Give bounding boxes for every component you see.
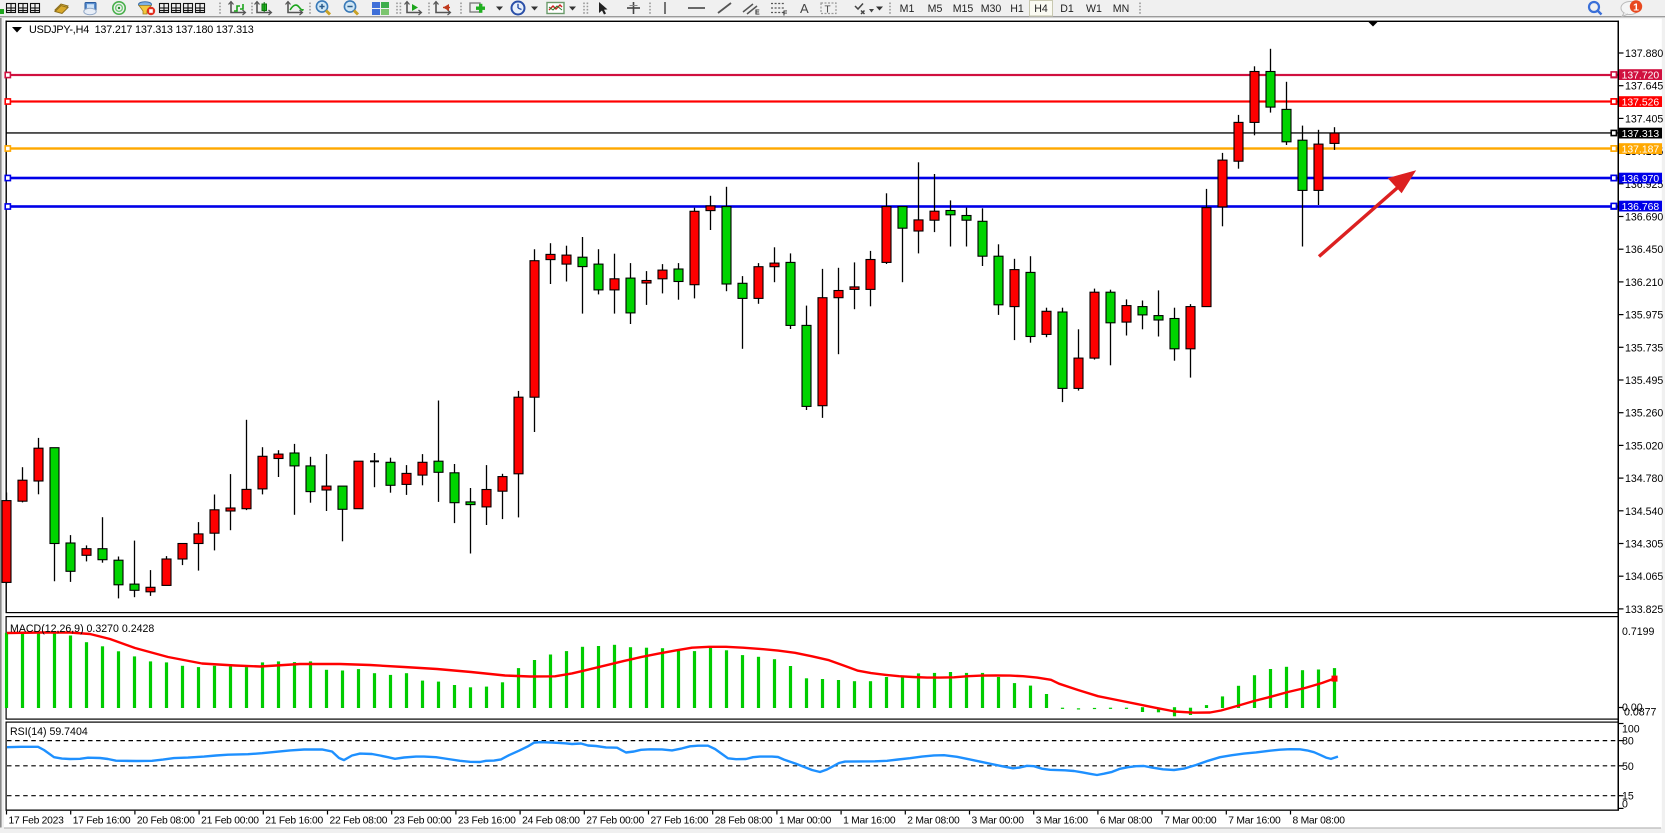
svg-text:28 Feb 08:00: 28 Feb 08:00 bbox=[715, 816, 773, 827]
svg-text:134.305: 134.305 bbox=[1625, 539, 1663, 551]
svg-text:D1: D1 bbox=[1060, 3, 1074, 15]
svg-text:100: 100 bbox=[1622, 723, 1640, 735]
svg-text:1 Mar 00:00: 1 Mar 00:00 bbox=[779, 816, 832, 827]
svg-text:T: T bbox=[825, 5, 831, 16]
svg-text:137.405: 137.405 bbox=[1625, 113, 1663, 125]
svg-text:21 Feb 16:00: 21 Feb 16:00 bbox=[265, 816, 323, 827]
svg-text:137.313: 137.313 bbox=[1622, 129, 1660, 140]
svg-text:137.880: 137.880 bbox=[1625, 48, 1663, 60]
svg-text:0: 0 bbox=[1622, 798, 1628, 810]
svg-text:M1: M1 bbox=[900, 3, 915, 15]
svg-text:M5: M5 bbox=[928, 3, 943, 15]
svg-text:RSI(14) 59.7404: RSI(14) 59.7404 bbox=[10, 726, 88, 738]
svg-text:136.970: 136.970 bbox=[1622, 174, 1660, 185]
svg-text:137.645: 137.645 bbox=[1625, 81, 1663, 93]
svg-text:50: 50 bbox=[1622, 761, 1634, 773]
svg-text:17 Feb 16:00: 17 Feb 16:00 bbox=[73, 816, 131, 827]
svg-text:137.720: 137.720 bbox=[1622, 71, 1660, 82]
svg-text:3 Mar 16:00: 3 Mar 16:00 bbox=[1036, 816, 1089, 827]
svg-text:21 Feb 00:00: 21 Feb 00:00 bbox=[201, 816, 259, 827]
svg-text:22 Feb 08:00: 22 Feb 08:00 bbox=[330, 816, 388, 827]
svg-text:135.735: 135.735 bbox=[1625, 342, 1663, 354]
svg-text:134.780: 134.780 bbox=[1625, 473, 1663, 485]
svg-text:2 Mar 08:00: 2 Mar 08:00 bbox=[907, 816, 960, 827]
svg-text:0.00: 0.00 bbox=[1622, 702, 1643, 714]
svg-text:24 Feb 08:00: 24 Feb 08:00 bbox=[522, 816, 580, 827]
svg-text:136.768: 136.768 bbox=[1622, 202, 1660, 213]
svg-text:137.526: 137.526 bbox=[1622, 98, 1660, 109]
svg-text:135.975: 135.975 bbox=[1625, 310, 1663, 322]
svg-text:17 Feb 2023: 17 Feb 2023 bbox=[9, 816, 65, 827]
svg-text:7 Mar 16:00: 7 Mar 16:00 bbox=[1228, 816, 1281, 827]
svg-text:7 Mar 00:00: 7 Mar 00:00 bbox=[1164, 816, 1217, 827]
svg-text:135.495: 135.495 bbox=[1625, 375, 1663, 387]
svg-text:MACD(12,26,9) 0.3270 0.2428: MACD(12,26,9) 0.3270 0.2428 bbox=[10, 623, 154, 635]
svg-text:80: 80 bbox=[1622, 736, 1634, 748]
svg-text:20 Feb 08:00: 20 Feb 08:00 bbox=[137, 816, 195, 827]
svg-text:133.825: 133.825 bbox=[1625, 604, 1663, 616]
svg-text:23 Feb 00:00: 23 Feb 00:00 bbox=[394, 816, 452, 827]
svg-text:E: E bbox=[755, 10, 760, 17]
svg-text:M15: M15 bbox=[953, 3, 974, 15]
svg-text:A: A bbox=[800, 1, 809, 16]
svg-text:136.450: 136.450 bbox=[1625, 244, 1663, 256]
svg-text:8 Mar 08:00: 8 Mar 08:00 bbox=[1293, 816, 1346, 827]
svg-text:1 Mar 16:00: 1 Mar 16:00 bbox=[843, 816, 896, 827]
svg-text:H1: H1 bbox=[1010, 3, 1024, 15]
svg-text:137.187: 137.187 bbox=[1622, 145, 1660, 156]
svg-text:MN: MN bbox=[1113, 3, 1129, 15]
svg-text:136.690: 136.690 bbox=[1625, 212, 1663, 224]
svg-text:136.210: 136.210 bbox=[1625, 277, 1663, 289]
svg-text:134.065: 134.065 bbox=[1625, 571, 1663, 583]
svg-text:27 Feb 00:00: 27 Feb 00:00 bbox=[586, 816, 644, 827]
svg-text:H4: H4 bbox=[1034, 3, 1048, 15]
svg-text:15: 15 bbox=[1622, 791, 1634, 803]
svg-text:M30: M30 bbox=[981, 3, 1002, 15]
svg-text:1: 1 bbox=[1633, 2, 1639, 14]
svg-text:USDJPY-,H4 137.217 137.313 13: USDJPY-,H4 137.217 137.313 137.180 137.3… bbox=[29, 24, 254, 36]
svg-text:23 Feb 16:00: 23 Feb 16:00 bbox=[458, 816, 516, 827]
svg-text:W1: W1 bbox=[1086, 3, 1102, 15]
svg-text:135.260: 135.260 bbox=[1625, 408, 1663, 420]
svg-text:0.7199: 0.7199 bbox=[1622, 626, 1655, 638]
svg-text:F: F bbox=[783, 11, 788, 18]
svg-text:27 Feb 16:00: 27 Feb 16:00 bbox=[651, 816, 709, 827]
svg-text:135.020: 135.020 bbox=[1625, 440, 1663, 452]
svg-text:3 Mar 00:00: 3 Mar 00:00 bbox=[972, 816, 1025, 827]
svg-text:6 Mar 08:00: 6 Mar 08:00 bbox=[1100, 816, 1153, 827]
svg-text:0.0877: 0.0877 bbox=[1624, 707, 1657, 719]
svg-text:134.540: 134.540 bbox=[1625, 506, 1663, 518]
